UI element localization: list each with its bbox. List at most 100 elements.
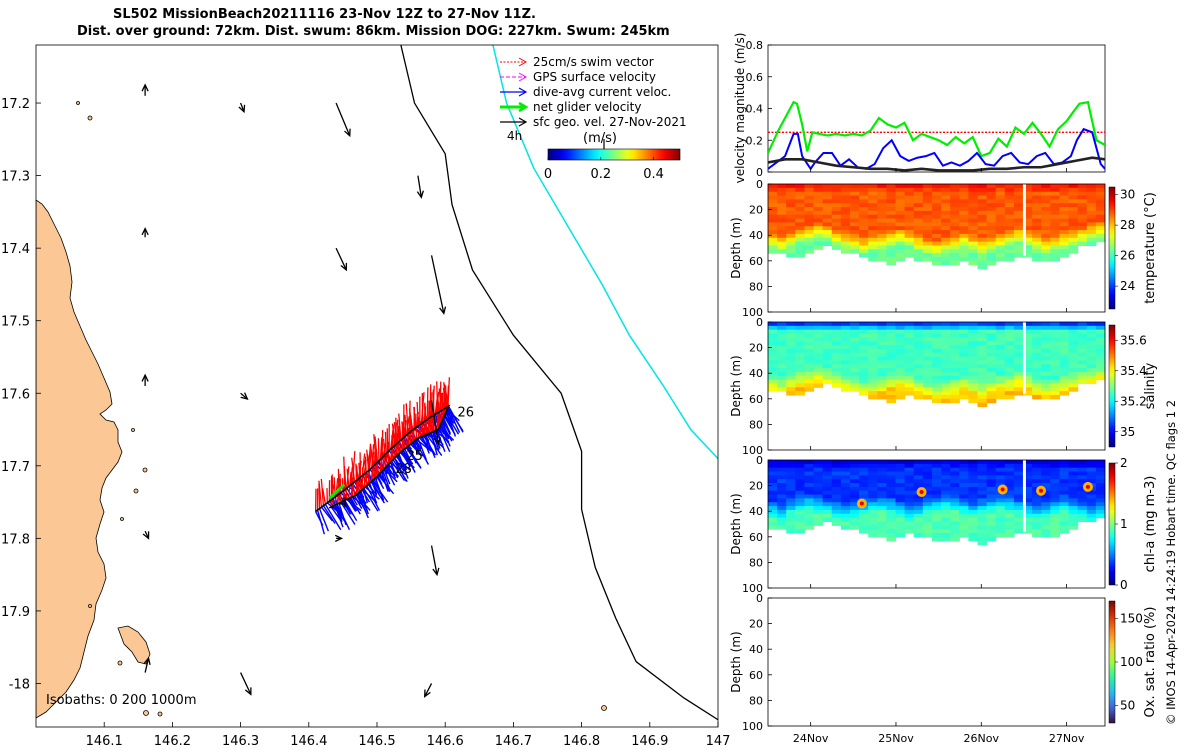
section-cell — [895, 467, 906, 473]
section-cell — [941, 345, 951, 350]
section-cell — [941, 371, 951, 377]
section-cell — [795, 467, 806, 473]
section-cell — [786, 517, 796, 523]
section-cell — [831, 360, 842, 365]
section-cell — [877, 325, 888, 331]
section-cell — [895, 218, 906, 223]
section-cell — [786, 387, 796, 392]
section-cell — [959, 513, 969, 519]
section-cell — [995, 498, 1006, 503]
section-cell — [959, 214, 969, 220]
section-cell — [959, 210, 969, 216]
section-cell — [813, 360, 824, 365]
section-cell — [859, 230, 869, 235]
section-cell — [831, 210, 842, 216]
section-cell — [1050, 187, 1061, 193]
section-cell — [968, 398, 979, 404]
section-cell — [795, 383, 806, 388]
section-cell — [1032, 498, 1042, 503]
dive-avg-vector — [334, 504, 344, 528]
section-cell — [913, 525, 924, 530]
section-cell — [795, 368, 806, 373]
section-cell — [1086, 356, 1097, 361]
section-cell — [849, 341, 860, 346]
section-cell — [1032, 226, 1042, 231]
section-cell — [931, 486, 942, 492]
section-cell — [831, 506, 842, 511]
section-cell — [1032, 364, 1042, 369]
section-data — [768, 460, 1105, 546]
section-cell — [813, 199, 824, 204]
colorbar-tick-label: 24 — [1120, 279, 1135, 293]
section-cell — [1004, 191, 1015, 197]
section-cell — [1068, 521, 1079, 526]
section-cell — [950, 203, 960, 208]
section-cell — [822, 356, 833, 361]
section-cell — [968, 467, 979, 473]
section-cell — [931, 222, 942, 227]
section-cell — [1041, 383, 1051, 388]
section-cell — [977, 383, 988, 388]
section-cell — [786, 241, 796, 247]
section-cell — [1068, 214, 1079, 220]
section-cell — [1086, 230, 1097, 235]
section-cell — [977, 348, 988, 354]
section-cell — [922, 509, 933, 515]
section-cell — [777, 325, 787, 331]
section-cell — [1023, 525, 1033, 530]
section-cell — [1013, 375, 1024, 381]
section-cell — [1077, 329, 1088, 335]
section-cell — [886, 199, 897, 204]
section-cell — [1004, 463, 1015, 469]
colorbar-tick-label: 0 — [544, 167, 552, 182]
section-cell — [968, 253, 979, 258]
section-cell — [886, 486, 897, 492]
section-cell — [968, 368, 979, 373]
map-x-tick-label: 146.5 — [358, 734, 395, 749]
section-cell — [868, 368, 878, 373]
section-cell — [1013, 352, 1024, 358]
section-cell — [822, 187, 833, 193]
dive-avg-vector — [414, 440, 430, 465]
section-cell — [941, 490, 951, 496]
section-cell — [1059, 360, 1070, 365]
section-cell — [804, 187, 815, 193]
section-cell — [895, 245, 906, 250]
section-cell — [777, 483, 787, 488]
section-cell — [959, 356, 969, 361]
section-cell — [1068, 222, 1079, 227]
section-cell — [813, 245, 824, 250]
section-cell — [886, 241, 897, 247]
colorbar-tick-label: 35.4 — [1120, 364, 1147, 378]
section-cell — [1059, 233, 1070, 239]
section-cell — [1077, 371, 1088, 377]
section-cell — [1050, 237, 1061, 243]
section-cell — [886, 352, 897, 358]
section-cell — [804, 210, 815, 216]
section-cell — [1086, 467, 1097, 473]
section-cell — [931, 249, 942, 254]
section-cell — [831, 383, 842, 388]
section-cell — [986, 368, 997, 373]
section-cell — [1077, 513, 1088, 519]
section-cell — [995, 383, 1006, 388]
section-cell — [922, 184, 933, 189]
section-cell — [1004, 210, 1015, 216]
section-cell — [1041, 532, 1051, 538]
velocity-panel: 00.20.40.60.8 velocity magnitude (m/s) — [733, 33, 1106, 183]
section-cell — [941, 525, 951, 530]
section-cell — [859, 525, 869, 530]
section-cell — [904, 249, 915, 254]
section-cell — [1041, 498, 1051, 503]
section-cell — [922, 471, 933, 476]
section-cell — [1068, 218, 1079, 223]
section-cell — [995, 529, 1006, 534]
section-cell — [849, 483, 860, 488]
section-cell — [840, 214, 851, 220]
sfc-geo-arrowhead — [244, 687, 252, 696]
section-cell — [831, 490, 842, 496]
section-cell — [840, 233, 851, 239]
section-cell — [813, 214, 824, 220]
section-cell — [1032, 360, 1042, 365]
section-cell — [849, 218, 860, 223]
